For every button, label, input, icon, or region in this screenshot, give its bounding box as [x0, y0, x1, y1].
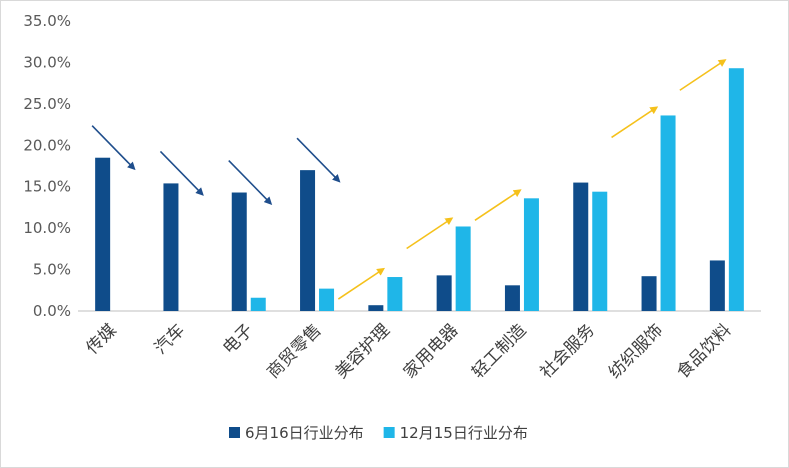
- bar-dec15: [319, 288, 335, 311]
- down-arrow: [159, 150, 204, 196]
- category-label: 纺织服饰: [605, 320, 667, 382]
- up-arrow: [679, 59, 727, 91]
- y-tick-label: 20.0%: [23, 136, 71, 154]
- down-arrow: [228, 159, 273, 205]
- category-label: 食品饮料: [673, 320, 735, 382]
- category-label: 轻工制造: [468, 320, 530, 382]
- up-arrow: [406, 217, 454, 250]
- bar-jun16: [504, 285, 520, 311]
- category-label: 商贸零售: [263, 320, 325, 382]
- legend-label: 6月16日行业分布: [245, 424, 364, 442]
- category-label: 社会服务: [537, 320, 599, 382]
- bar-dec15: [728, 68, 744, 311]
- y-tick-label: 35.0%: [23, 12, 71, 30]
- bar-jun16: [709, 260, 725, 311]
- down-arrow: [296, 137, 341, 183]
- up-arrow: [337, 267, 386, 300]
- legend-swatch: [383, 427, 395, 438]
- up-arrow: [474, 189, 522, 221]
- category-label: 家用电器: [400, 320, 462, 382]
- bar-jun16: [95, 157, 111, 311]
- category-label: 汽车: [151, 320, 189, 358]
- y-tick-label: 30.0%: [23, 53, 71, 71]
- bar-jun16: [641, 276, 657, 311]
- bar-dec15: [250, 297, 266, 311]
- y-tick-label: 15.0%: [23, 178, 71, 196]
- bar-jun16: [573, 182, 589, 311]
- bar-jun16: [436, 275, 452, 311]
- bar-dec15: [592, 191, 608, 311]
- bar-dec15: [455, 226, 471, 311]
- up-arrow: [611, 106, 659, 139]
- y-tick-label: 5.0%: [33, 261, 71, 279]
- bar-jun16: [300, 170, 316, 311]
- category-label: 电子: [219, 320, 257, 358]
- bar-jun16: [368, 305, 384, 311]
- y-tick-label: 25.0%: [23, 95, 71, 113]
- category-label: 美容护理: [332, 320, 394, 382]
- bar-jun16: [163, 183, 179, 311]
- y-tick-label: 0.0%: [33, 302, 71, 320]
- down-arrow: [91, 125, 136, 171]
- bar-dec15: [387, 277, 403, 311]
- bar-dec15: [660, 115, 676, 311]
- legend-swatch: [229, 427, 240, 438]
- bar-jun16: [231, 192, 247, 311]
- bar-dec15: [523, 198, 539, 311]
- y-tick-label: 10.0%: [23, 219, 71, 237]
- category-label: 传媒: [83, 320, 121, 358]
- legend-label: 12月15日行业分布: [400, 424, 528, 442]
